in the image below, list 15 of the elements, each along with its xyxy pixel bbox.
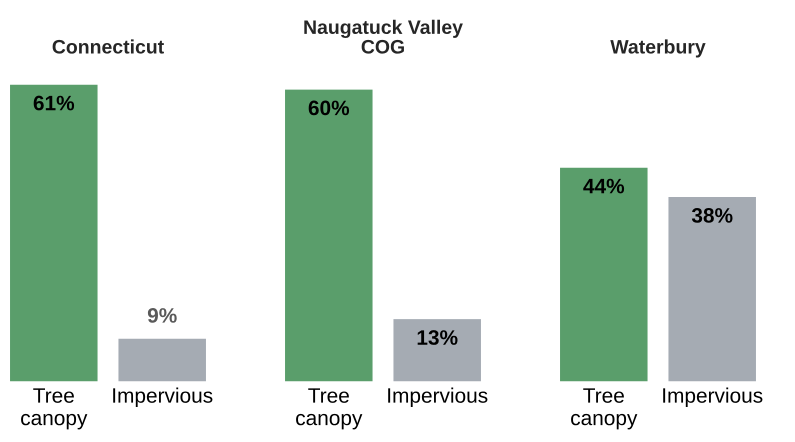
x-tick-label: Tree canopy [571,388,638,430]
x-tick-label: Tree canopy [21,388,88,430]
data-label: 60% [308,100,350,116]
x-tick-label: Tree canopy [296,388,362,430]
x-tick-label: Impervious [388,388,488,407]
data-label: 61% [34,96,74,110]
x-tick-label: Impervious [113,388,212,407]
data-label: 38% [692,208,733,223]
x-tick-label: Impervious [663,388,762,407]
data-label: 9% [148,308,177,323]
data-label: 13% [418,330,458,345]
data-label: 44% [583,178,624,194]
chart-title: Waterbury [610,39,706,58]
chart-title: Connecticut [52,39,164,54]
chart-title: Naugatuck Valley COG [304,20,463,54]
